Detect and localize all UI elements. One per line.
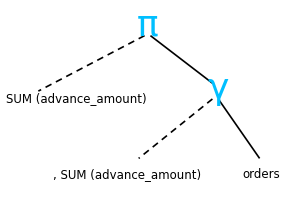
Text: π: π bbox=[137, 9, 158, 43]
Text: orders: orders bbox=[242, 168, 280, 181]
Text: SUM (advance_amount): SUM (advance_amount) bbox=[6, 92, 147, 106]
Text: , SUM (advance_amount): , SUM (advance_amount) bbox=[53, 168, 201, 181]
Text: γ: γ bbox=[208, 72, 229, 106]
